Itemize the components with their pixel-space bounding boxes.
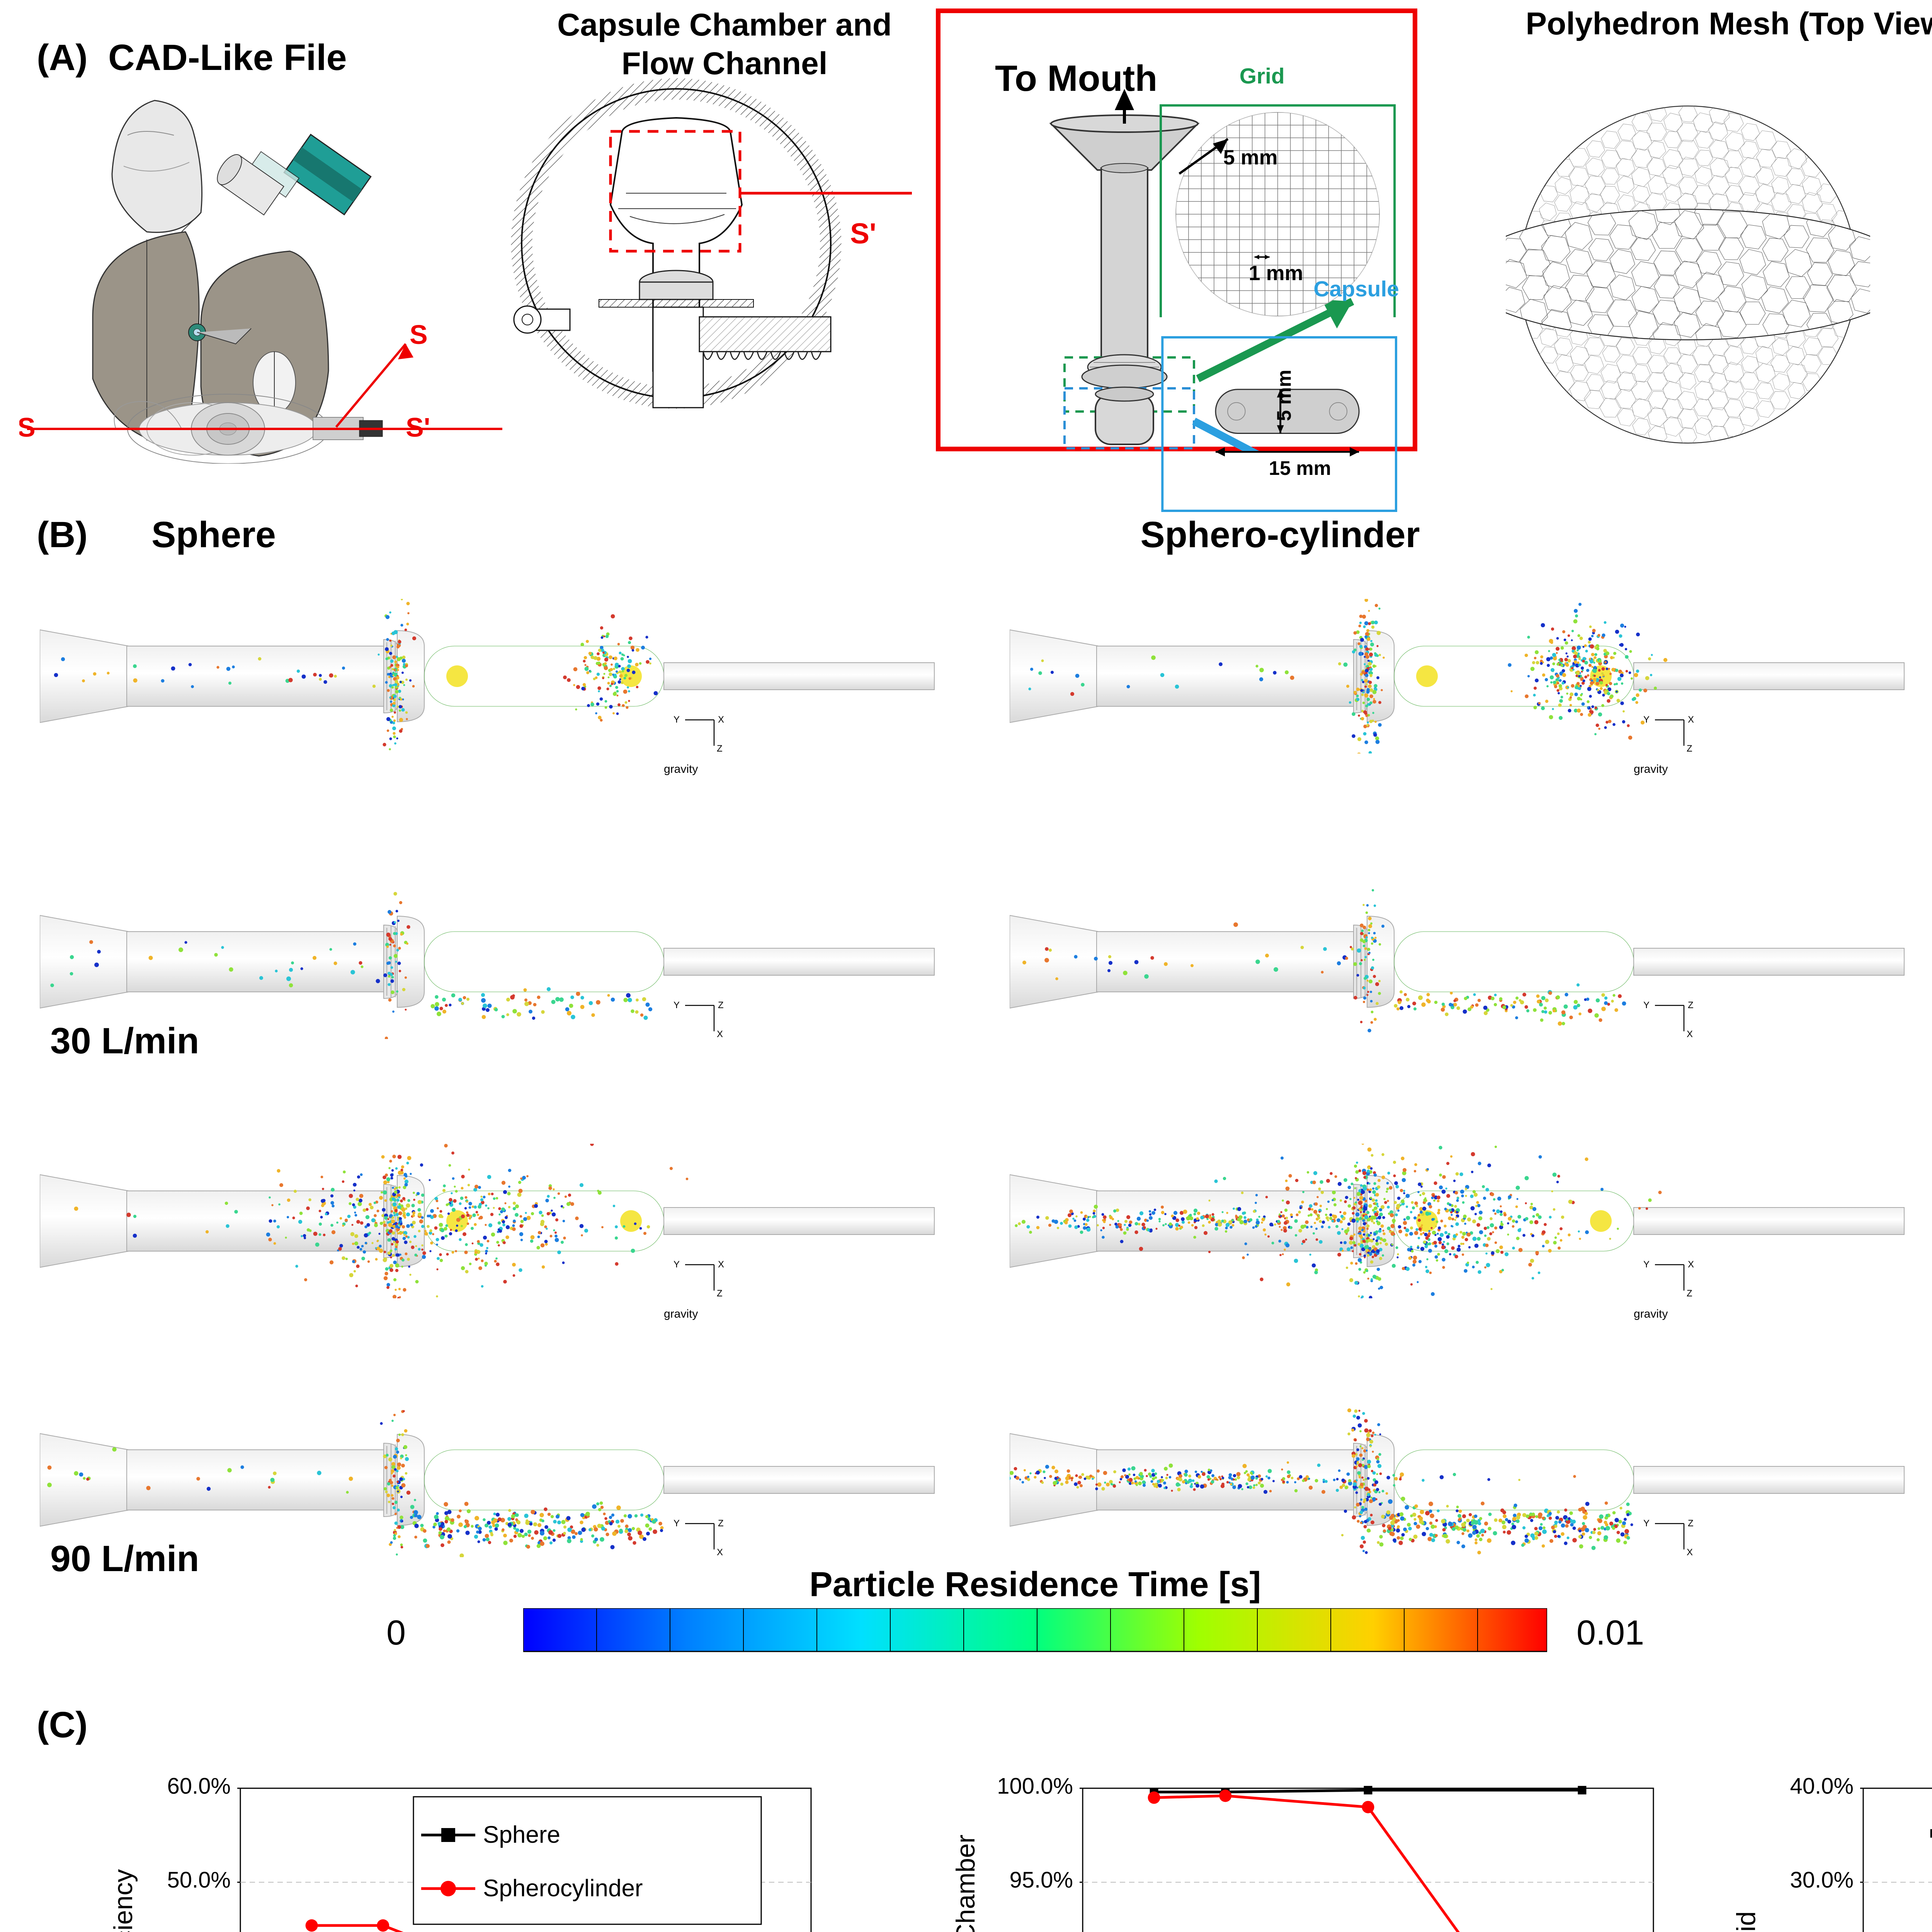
svg-text:X: X (1687, 1029, 1693, 1039)
svg-text:Z: Z (718, 1000, 724, 1010)
svg-text:15 mm: 15 mm (1269, 457, 1331, 479)
svg-text:S': S' (850, 217, 876, 250)
svg-text:Z: Z (717, 743, 723, 754)
svg-text:5 mm: 5 mm (1273, 370, 1295, 421)
svg-text:Y: Y (1643, 1259, 1650, 1270)
svg-text:Y: Y (673, 1000, 680, 1010)
svg-text:gravity: gravity (664, 763, 698, 776)
svg-text:gravity: gravity (1634, 763, 1668, 776)
svg-text:Y: Y (673, 1259, 680, 1270)
svg-text:1 mm: 1 mm (1249, 262, 1303, 285)
svg-text:gravity: gravity (664, 1308, 698, 1320)
svg-text:5 mm: 5 mm (1223, 146, 1278, 169)
svg-text:S: S (19, 412, 36, 442)
svg-text:X: X (718, 1259, 724, 1270)
svg-text:To Mouth: To Mouth (995, 58, 1157, 99)
svg-text:S: S (410, 320, 428, 350)
svg-text:Z: Z (717, 1288, 723, 1299)
svg-text:S': S' (406, 412, 430, 442)
svg-text:Y: Y (673, 714, 680, 725)
svg-text:Z: Z (1688, 1000, 1694, 1010)
svg-text:X: X (717, 1029, 723, 1039)
svg-text:gravity: gravity (1634, 1308, 1668, 1320)
svg-text:Z: Z (1687, 1288, 1692, 1299)
svg-text:Grid: Grid (1240, 64, 1285, 88)
svg-text:X: X (718, 714, 724, 725)
svg-text:Y: Y (1643, 1000, 1650, 1010)
svg-text:X: X (1688, 714, 1694, 725)
svg-text:X: X (1688, 1259, 1694, 1270)
svg-text:Capsule: Capsule (1313, 277, 1399, 301)
svg-text:Z: Z (1687, 743, 1692, 754)
